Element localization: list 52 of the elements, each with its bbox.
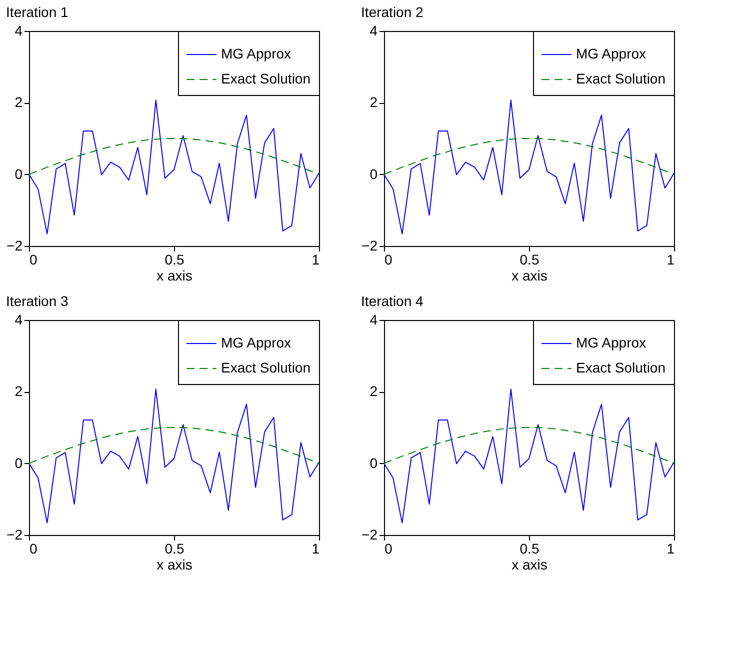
line-series (384, 138, 674, 175)
legend-label: MG Approx (221, 334, 292, 350)
x-tick-label: 1 (312, 252, 320, 268)
x-axis-title: x axis (156, 268, 192, 284)
chart-title: Iteration 4 (361, 293, 424, 309)
line-series (384, 388, 674, 524)
legend-label: Exact Solution (576, 360, 666, 376)
x-tick-label: 1 (312, 540, 320, 556)
x-tick-label: 0.5 (520, 540, 540, 556)
x-tick-label: 0.5 (520, 252, 540, 268)
legend-label: Exact Solution (221, 70, 310, 86)
chart-title: Iteration 2 (361, 4, 424, 20)
y-tick-label: 2 (14, 383, 23, 400)
chart-title: Iteration 3 (6, 293, 69, 309)
y-tick-label: 0 (370, 166, 378, 182)
legend-label: Exact Solution (221, 360, 310, 376)
x-axis-title: x axis (156, 556, 192, 572)
x-tick-label: 0 (384, 252, 392, 268)
legend-label: MG Approx (221, 46, 292, 62)
y-tick-label: 2 (370, 94, 378, 110)
legend-label: MG Approx (576, 334, 646, 350)
x-tick-label: 1 (666, 252, 675, 268)
line-series (28, 138, 320, 175)
legend-label: MG Approx (576, 46, 646, 62)
y-tick-label: 2 (370, 383, 378, 400)
x-tick-label: 0.5 (164, 252, 184, 268)
y-tick-label: 2 (14, 94, 23, 110)
line-series (28, 100, 320, 234)
x-tick-label: 0 (30, 252, 38, 268)
chart-title: Iteration 1 (6, 4, 69, 20)
x-axis-title: x axis (512, 268, 548, 284)
y-tick-label: 4 (370, 312, 378, 328)
x-tick-label: 0.5 (164, 540, 184, 556)
y-tick-label: 0 (14, 454, 23, 471)
y-tick-label: −2 (362, 526, 378, 542)
y-tick-label: 0 (370, 454, 378, 471)
y-tick-label: −2 (6, 238, 23, 254)
line-series (384, 100, 674, 234)
y-tick-label: 4 (370, 22, 378, 38)
y-tick-label: 4 (14, 312, 23, 328)
y-tick-label: 0 (14, 166, 23, 182)
x-tick-label: 0 (30, 540, 38, 556)
y-tick-label: −2 (6, 526, 23, 542)
legend-label: Exact Solution (576, 70, 666, 86)
y-tick-label: −2 (362, 238, 378, 254)
line-series (28, 388, 320, 524)
x-tick-label: 1 (666, 540, 675, 556)
x-axis-title: x axis (512, 556, 548, 572)
y-tick-label: 4 (14, 22, 23, 38)
x-tick-label: 0 (384, 540, 392, 556)
line-series (28, 427, 320, 464)
line-series (384, 427, 674, 464)
